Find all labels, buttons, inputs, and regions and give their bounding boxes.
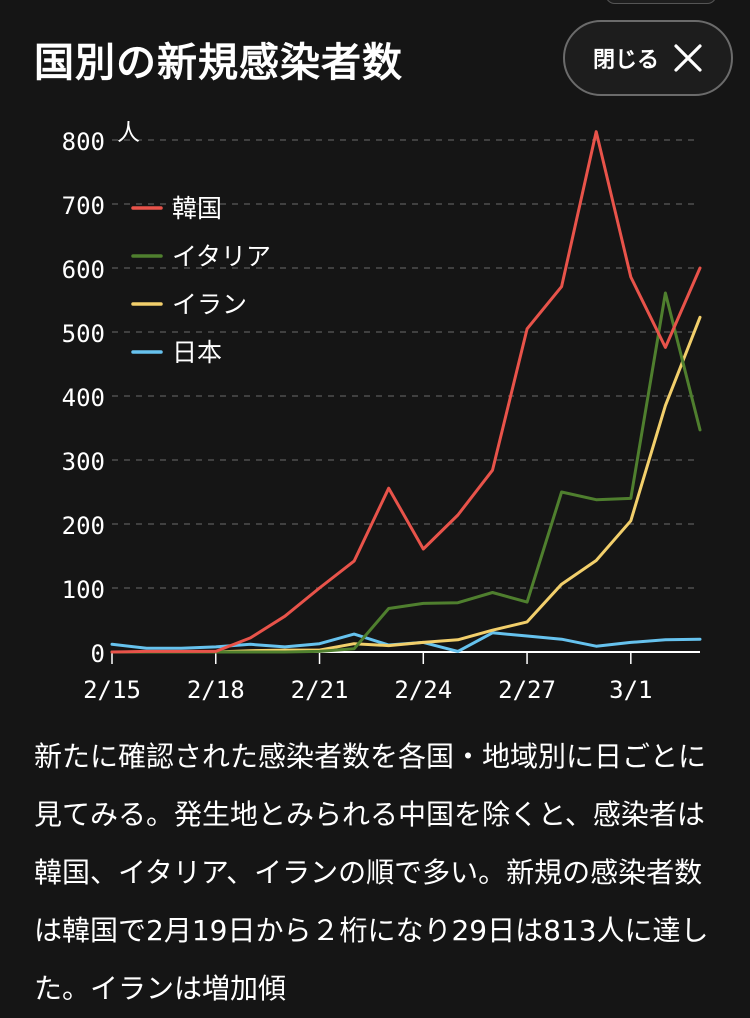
page-title: 国別の新規感染者数	[34, 40, 403, 86]
legend-label: 日本	[172, 338, 222, 367]
y-tick-label: 700	[62, 192, 105, 220]
x-tick-label: 2/24	[394, 676, 452, 704]
legend-label: 韓国	[172, 194, 222, 223]
y-tick-label: 300	[62, 448, 105, 476]
close-button[interactable]: 閉じる	[563, 20, 733, 96]
series-line	[110, 315, 702, 654]
x-tick-label: 2/21	[291, 676, 349, 704]
y-tick-label: 500	[62, 320, 105, 348]
y-tick-label: 200	[62, 512, 105, 540]
y-tick-label: 600	[62, 256, 105, 284]
x-tick-label: 2/18	[187, 676, 245, 704]
x-tick-label: 2/27	[498, 676, 556, 704]
x-tick-label: 2/15	[83, 676, 141, 704]
series-line	[110, 631, 702, 653]
legend-label: イラン	[172, 290, 247, 319]
y-tick-label: 800	[62, 128, 105, 156]
description-text: 新たに確認された感染者数を各国・地域別に日ごとに見てみる。発生地とみられる中国を…	[34, 740, 709, 1005]
y-tick-label: 400	[62, 384, 105, 412]
y-tick-label: 100	[62, 576, 105, 604]
x-tick-label: 3/1	[609, 676, 652, 704]
series-line	[110, 130, 702, 654]
y-tick-label: 0	[91, 640, 105, 668]
top-handle	[605, 0, 717, 4]
y-unit-label: 人	[117, 120, 140, 146]
chart: 0 100 200 300 400 500 600 700 800 人 2/15 2/18 2/21 2/…	[0, 110, 750, 720]
legend-label: イタリア	[172, 242, 271, 271]
close-button-label: 閉じる	[592, 48, 659, 73]
line-chart: 0 100 200 300 400 500 600 700 800 人 2/15 2/18 2/21 2/…	[62, 120, 702, 704]
close-icon	[674, 44, 702, 72]
